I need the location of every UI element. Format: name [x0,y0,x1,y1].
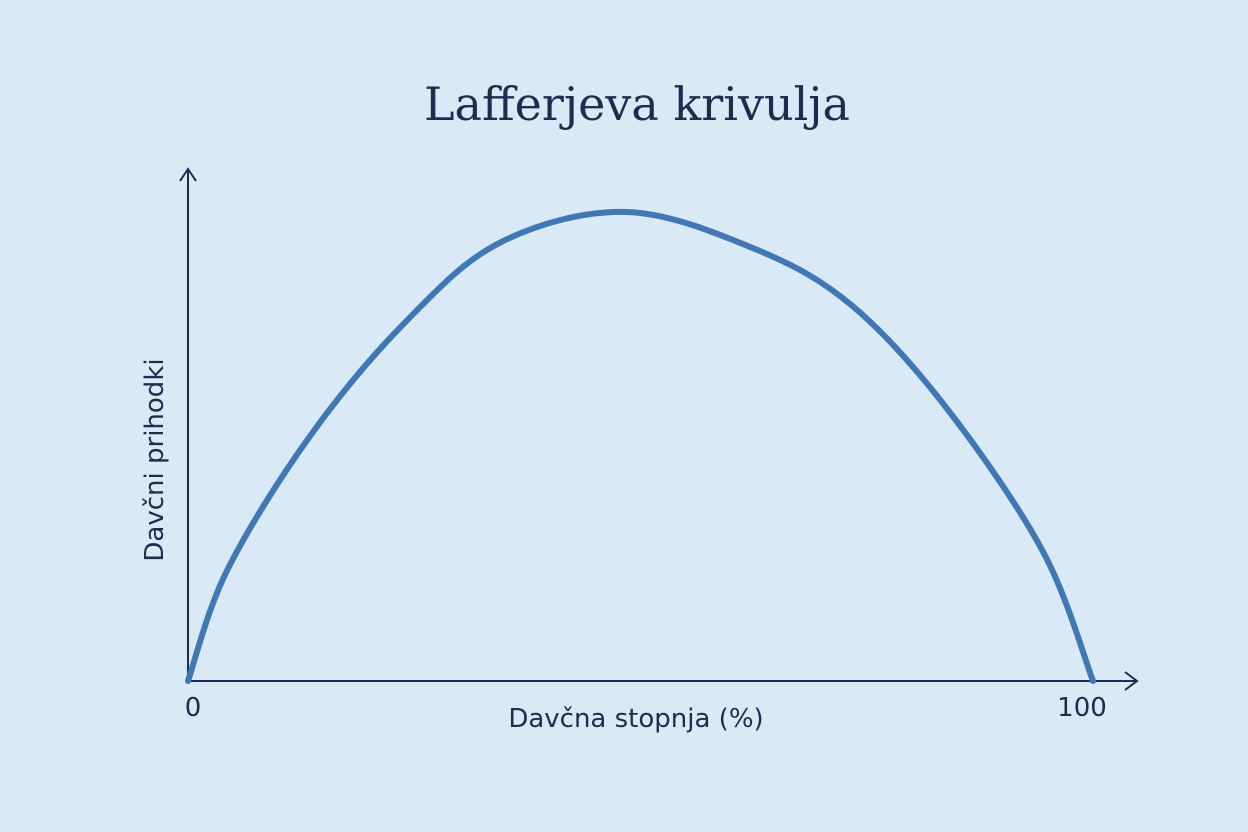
x-axis-arrow [1124,671,1139,691]
laffer-curve-line [185,208,1096,684]
x-tick-label-100: 100 [1057,693,1107,723]
x-tick-label-0: 0 [185,693,202,723]
y-axis-label: Davčni prihodki [140,358,170,561]
y-axis-arrow [179,167,197,182]
x-axis-label: Davčna stopnja (%) [508,704,763,734]
chart-title: Lafferjeva krivulja [424,77,850,131]
